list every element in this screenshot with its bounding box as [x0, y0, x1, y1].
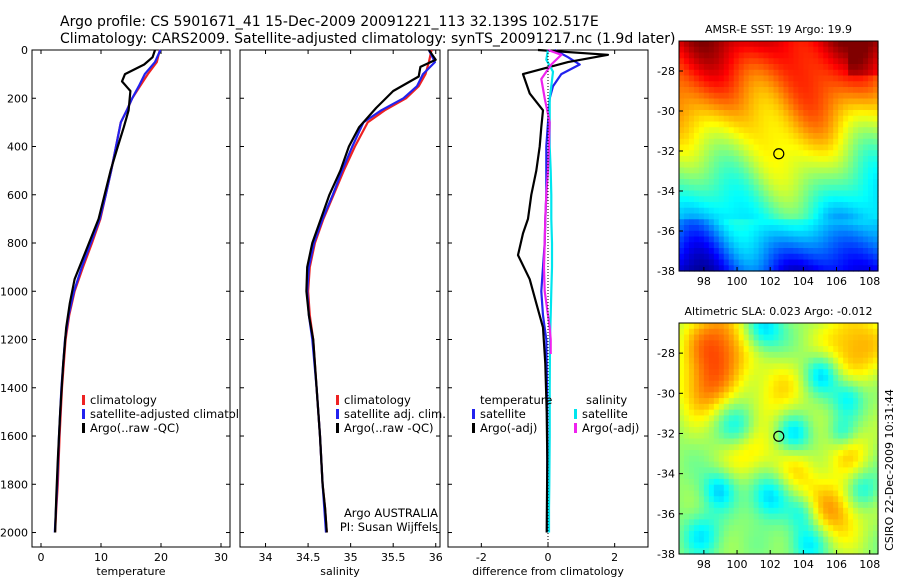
legend-entry: climatology [90, 393, 157, 407]
x-tick-label: 100 [727, 275, 748, 288]
legend-entry: Argo(..raw -QC) [344, 421, 434, 435]
y-tick-label: -36 [657, 508, 675, 521]
sst-map-panel: AMSR-E SST: 19 Argo: 19.9 98 100 102 104 106 1… [657, 23, 880, 288]
legend-entry: satellite [582, 407, 628, 421]
x-tick-label: 108 [859, 558, 880, 571]
legend-entry: Argo(-adj) [582, 421, 639, 435]
series-line-argo-raw-qc- [54, 49, 157, 533]
figure-title-line2: Climatology: CARS2009. Satellite-adjuste… [60, 31, 675, 47]
x-tick-label: 108 [859, 275, 880, 288]
x-axis-label: salinity [320, 565, 360, 578]
plot-frame [31, 49, 231, 548]
legend-entry: climatology [344, 393, 411, 407]
map-title: Altimetric SLA: 0.023 Argo: -0.012 [685, 305, 873, 318]
timestamp-label: CSIRO 22-Dec-2009 10:31:44 [883, 389, 896, 551]
y-tick-label: 600 [7, 189, 28, 202]
x-tick-label: -2 [476, 551, 487, 564]
y-tick-label: 1200 [0, 334, 28, 347]
series-line-salinity-argo-adj- [540, 48, 563, 354]
y-tick-label: -30 [657, 387, 675, 400]
figure-title-line1: Argo profile: CS 5901671_41 15-Dec-2009 … [60, 14, 599, 30]
y-tick-label: 1800 [0, 478, 28, 491]
legend-swatch [82, 395, 85, 405]
legend-swatch [472, 423, 475, 433]
x-tick-label: 34.5 [296, 551, 321, 564]
x-tick-label: 35.5 [381, 551, 406, 564]
x-tick-label: 106 [826, 275, 847, 288]
legend-entry: satellite adj. clim. [344, 407, 446, 421]
y-tick-label: -32 [657, 145, 675, 158]
x-tick-label: 102 [760, 558, 781, 571]
y-tick-label: 1400 [0, 382, 28, 395]
x-tick-label: 102 [760, 275, 781, 288]
legend-group-header: salinity [586, 393, 627, 407]
legend-swatch [574, 423, 577, 433]
y-tick-label: 1600 [0, 430, 28, 443]
y-tick-label: -28 [657, 65, 675, 78]
x-tick-label: 106 [826, 558, 847, 571]
x-axis-label: temperature [96, 565, 165, 578]
y-tick-label: 0 [21, 44, 28, 57]
legend-swatch [336, 423, 339, 433]
x-tick-label: 36 [429, 551, 443, 564]
y-tick-label: -34 [657, 468, 675, 481]
map-frame [678, 322, 879, 555]
x-tick-label: 34 [259, 551, 273, 564]
argo-position-marker [773, 430, 785, 442]
series-line-temperature-argo-adj- [516, 48, 610, 533]
map-color-field [679, 41, 879, 272]
annotation-line1: Argo AUSTRALIA [344, 506, 438, 520]
argo-position-marker [773, 148, 785, 160]
legend-entry: Argo(-adj) [480, 421, 537, 435]
map-color-field [679, 323, 879, 555]
y-tick-label: 1000 [0, 285, 28, 298]
x-tick-label: 98 [697, 558, 711, 571]
y-tick-label: -28 [657, 347, 675, 360]
x-axis-label: difference from climatology [472, 565, 624, 578]
x-tick-label: 0 [38, 551, 45, 564]
legend-entry: Argo(..raw -QC) [90, 421, 180, 435]
legend-swatch [336, 409, 339, 419]
x-tick-label: 104 [793, 275, 814, 288]
legend-entry: satellite-adjusted climatology [90, 407, 260, 421]
y-tick-label: -32 [657, 427, 675, 440]
series-line-argo-raw-qc- [305, 49, 437, 533]
x-tick-label: 2 [611, 551, 618, 564]
legend-group-header: temperature [480, 393, 552, 407]
x-tick-label: 30 [214, 551, 228, 564]
y-tick-label: 800 [7, 237, 28, 250]
plot-frame [239, 49, 441, 548]
y-tick-label: -38 [657, 265, 675, 278]
legend-swatch [82, 423, 85, 433]
x-tick-label: 100 [727, 558, 748, 571]
legend-swatch [574, 409, 577, 419]
map-frame [678, 40, 879, 272]
sla-map-panel: Altimetric SLA: 0.023 Argo: -0.012 98 100 1… [657, 305, 880, 571]
x-tick-label: 104 [793, 558, 814, 571]
legend-swatch [472, 409, 475, 419]
y-tick-label: -30 [657, 105, 675, 118]
legend-entry: satellite [480, 407, 526, 421]
map-title: AMSR-E SST: 19 Argo: 19.9 [705, 23, 852, 36]
y-tick-label: -34 [657, 185, 675, 198]
y-tick-label: 2000 [0, 527, 28, 540]
salinity-panel: 34 34.5 35 35.5 36 salinity climatologysatelli… [239, 49, 446, 578]
y-tick-label: -36 [657, 225, 675, 238]
x-tick-label: 98 [697, 275, 711, 288]
y-tick-label: 400 [7, 141, 28, 154]
x-tick-label: 0 [545, 551, 552, 564]
legend-swatch [82, 409, 85, 419]
x-tick-label: 20 [154, 551, 168, 564]
y-tick-label: 200 [7, 92, 28, 105]
y-tick-label: -38 [657, 548, 675, 561]
series-line-salinity-satellite [545, 49, 555, 533]
x-tick-label: 35 [344, 551, 358, 564]
x-tick-label: 10 [94, 551, 108, 564]
annotation-line2: PI: Susan Wijffels [340, 520, 438, 534]
temperature-panel: 0 10 20 30 0 200 400 600 800 1000 1200 1400 1600 1800… [0, 44, 260, 578]
legend-swatch [336, 395, 339, 405]
